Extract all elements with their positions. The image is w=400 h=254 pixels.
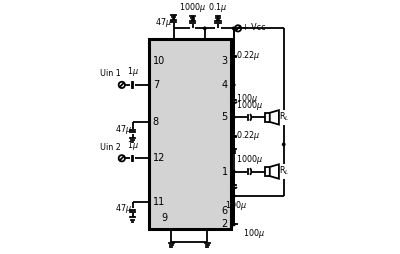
- Text: 1000$\mu$: 1000$\mu$: [179, 1, 206, 14]
- Text: 0.22$\mu$: 0.22$\mu$: [236, 49, 260, 62]
- Text: 6: 6: [222, 206, 228, 216]
- Text: 11: 11: [153, 197, 165, 207]
- Text: 8: 8: [153, 117, 159, 127]
- Text: R$_L$: R$_L$: [279, 165, 289, 177]
- Circle shape: [282, 143, 285, 146]
- Text: 100$\mu$: 100$\mu$: [236, 92, 258, 105]
- Circle shape: [232, 116, 235, 119]
- Text: 100$\mu$: 100$\mu$: [243, 227, 265, 240]
- Text: 0.22$\mu$: 0.22$\mu$: [236, 129, 260, 142]
- Text: 12: 12: [153, 153, 165, 163]
- Text: 47$\mu$: 47$\mu$: [156, 16, 172, 29]
- Bar: [150, 39, 231, 229]
- Circle shape: [232, 170, 235, 173]
- Text: + Vcc: + Vcc: [242, 23, 266, 32]
- Polygon shape: [270, 164, 279, 179]
- Text: 7: 7: [153, 80, 159, 90]
- Text: 3: 3: [222, 56, 228, 66]
- Bar: [265, 167, 270, 176]
- Text: 47$\mu$: 47$\mu$: [114, 123, 132, 136]
- Text: 1: 1: [222, 167, 228, 177]
- Text: 1000$\mu$: 1000$\mu$: [236, 153, 263, 166]
- Text: 10: 10: [153, 56, 165, 66]
- Circle shape: [232, 27, 235, 29]
- Circle shape: [204, 27, 206, 29]
- Text: Uin 1: Uin 1: [100, 69, 121, 78]
- Text: 9: 9: [162, 213, 168, 224]
- Circle shape: [232, 195, 235, 197]
- Text: 1000$\mu$: 1000$\mu$: [236, 99, 263, 112]
- Text: 1$\mu$: 1$\mu$: [127, 138, 138, 152]
- Text: Uin 2: Uin 2: [100, 142, 121, 152]
- Bar: [265, 113, 270, 122]
- Text: 5: 5: [222, 112, 228, 122]
- Text: 2: 2: [222, 219, 228, 229]
- Text: R$_L$: R$_L$: [279, 111, 289, 123]
- Text: 1$\mu$: 1$\mu$: [127, 65, 138, 78]
- Text: 4: 4: [222, 80, 228, 90]
- Text: 47$\mu$: 47$\mu$: [114, 202, 132, 215]
- Text: 100$\mu$: 100$\mu$: [225, 199, 247, 212]
- Circle shape: [232, 223, 235, 226]
- Circle shape: [232, 84, 235, 86]
- Text: 0.1$\mu$: 0.1$\mu$: [208, 1, 228, 14]
- Polygon shape: [270, 110, 279, 125]
